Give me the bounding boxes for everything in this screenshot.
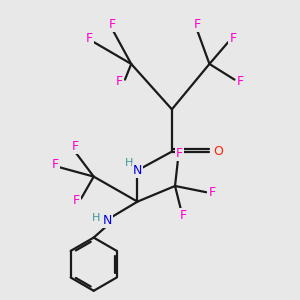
Text: F: F: [85, 32, 93, 45]
Text: F: F: [208, 186, 215, 199]
Text: F: F: [179, 209, 186, 222]
Text: F: F: [229, 32, 236, 45]
Text: F: F: [52, 158, 59, 171]
Text: F: F: [73, 194, 80, 207]
Text: H: H: [92, 213, 100, 223]
Text: N: N: [133, 164, 142, 177]
Text: F: F: [71, 140, 79, 153]
Text: F: F: [116, 75, 123, 88]
Text: F: F: [109, 18, 116, 32]
Text: F: F: [236, 75, 244, 88]
Text: F: F: [176, 147, 183, 160]
Text: N: N: [103, 214, 112, 227]
Text: H: H: [124, 158, 133, 169]
Text: O: O: [213, 145, 223, 158]
Text: F: F: [194, 18, 200, 32]
